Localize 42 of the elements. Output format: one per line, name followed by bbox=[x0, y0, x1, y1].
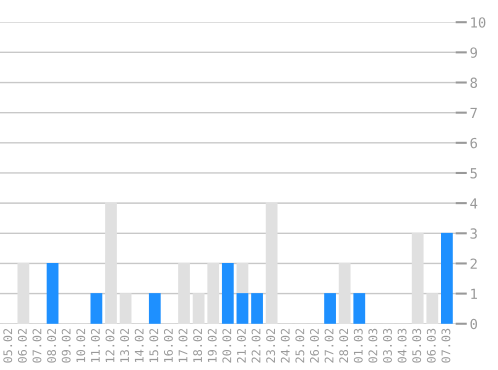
x-tick-label: 09.02 bbox=[62, 328, 71, 363]
x-tick-label: 21.02 bbox=[236, 328, 246, 363]
x-tick-label: 22.02 bbox=[252, 328, 260, 363]
x-tick-label: 07.03 bbox=[441, 328, 450, 363]
x-tick-label: 28.02 bbox=[339, 328, 348, 363]
y-tick-label: 1 bbox=[471, 288, 477, 299]
x-tick-label: 19.02 bbox=[208, 328, 217, 362]
x-tick-label: 10.02 bbox=[76, 328, 86, 362]
x-tick-label: 05.02 bbox=[3, 328, 12, 363]
y-tick-label: 9 bbox=[470, 47, 477, 58]
x-tick-label: 04.03 bbox=[398, 328, 407, 363]
x-tick-label: 03.03 bbox=[383, 328, 392, 363]
x-tick-label: 23.02 bbox=[266, 328, 276, 363]
x-tick-label: 15.02 bbox=[149, 328, 158, 362]
x-tick-label: 12.02 bbox=[106, 328, 114, 362]
y-tick-label: 7 bbox=[470, 108, 477, 118]
y-tick-label: 6 bbox=[470, 138, 478, 148]
x-tick-label: 11.02 bbox=[90, 328, 100, 362]
x-tick-label: 24.02 bbox=[280, 328, 290, 363]
x-tick-label: 06.03 bbox=[426, 328, 436, 363]
x-tick-label: 07.02 bbox=[32, 328, 42, 363]
x-tick-label: 01.03 bbox=[354, 328, 363, 363]
x-tick-label: 16.02 bbox=[164, 328, 173, 362]
x-tick-label: 25.02 bbox=[295, 328, 304, 363]
y-tick-label: 3 bbox=[470, 228, 477, 239]
x-tick-label: 06.02 bbox=[18, 328, 27, 363]
x-tick-label: 08.02 bbox=[47, 328, 56, 363]
y-tick-label: 4 bbox=[470, 198, 478, 208]
x-tick-label: 14.02 bbox=[134, 328, 144, 362]
x-tick-label: 05.03 bbox=[412, 328, 422, 363]
x-tick-label: 02.03 bbox=[368, 328, 378, 363]
x-tick-label: 20.02 bbox=[222, 328, 232, 363]
x-tick-label: 17.02 bbox=[178, 328, 188, 362]
y-tick-label: 2 bbox=[470, 258, 477, 269]
y-tick-label: 5 bbox=[470, 168, 477, 178]
x-tick-label: 18.02 bbox=[193, 328, 202, 362]
y-tick-label: 0 bbox=[470, 318, 478, 330]
x-tick-label: 27.02 bbox=[324, 328, 334, 363]
y-tick-label: 10 bbox=[471, 17, 486, 28]
y-tick-label: 8 bbox=[470, 78, 478, 88]
x-tick-label: 13.02 bbox=[120, 328, 130, 362]
x-tick-label: 26.02 bbox=[310, 328, 319, 363]
